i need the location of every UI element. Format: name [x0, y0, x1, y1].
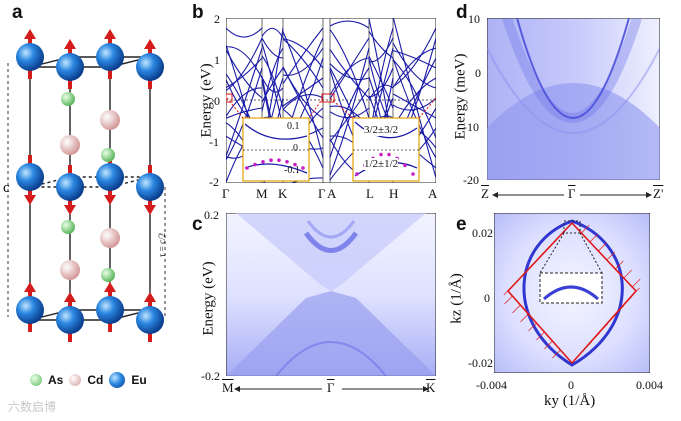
e-ytick-0: 0 [484, 291, 490, 305]
kpoint-h: H [389, 186, 399, 201]
inset-tick-01: 0.1 [287, 121, 300, 132]
e-xtick-m0004: -0.004 [476, 378, 507, 392]
c-ytick-top: 0.2 [204, 208, 219, 222]
panel-b-label: b [192, 2, 204, 23]
legend-cd-icon [69, 374, 82, 386]
c-xaxis-arrows [234, 386, 429, 392]
b-ytick-2: 2 [214, 12, 220, 26]
legend-as-icon [30, 374, 42, 386]
surface-spectrum-d [487, 18, 660, 180]
d-ytick-0: 0 [475, 66, 481, 80]
kpoint-l: L [366, 186, 374, 201]
legend-eu-label: Eu [131, 373, 147, 387]
d-ytick-10: 10 [468, 12, 480, 26]
c-axis-label: c [3, 180, 10, 196]
d-xtick-z: Z [481, 186, 489, 201]
band-structure-plot [226, 18, 436, 183]
b-ytick-m1: -1 [209, 135, 219, 149]
kpoint-gamma-1: Γ [222, 186, 230, 201]
inset-label-12: 1/2±1/2 [364, 158, 399, 170]
inset-label-32: 3/2±3/2 [364, 124, 399, 136]
crystal-structure [7, 29, 166, 342]
kpoint-k: K [278, 186, 288, 201]
c-ytick-bottom: -0.2 [201, 369, 220, 383]
watermark: 六数启博 [8, 400, 57, 414]
c-xtick-m: M [222, 380, 234, 395]
e-ytick-002: 0.02 [472, 226, 493, 240]
e-xtick-0004: 0.004 [636, 378, 663, 392]
kpoint-a-2: A [428, 186, 438, 201]
e-ytick-m002: -0.02 [468, 356, 493, 370]
tau-label: τ = c/2 [157, 232, 168, 258]
inset-tick-0: 0 [293, 143, 298, 154]
b-ytick-0: 0 [214, 94, 220, 108]
panel-e-xlabel: ky (1/Å) [544, 393, 596, 409]
legend-cd-label: Cd [87, 373, 104, 387]
kpoint-gamma-2: Γ [318, 186, 326, 201]
panel-c-label: c [192, 214, 203, 235]
panel-c-ylabel: Energy (eV) [200, 261, 217, 336]
d-ytick-m10: -10 [463, 120, 479, 134]
e-xtick-0: 0 [568, 378, 574, 392]
fermi-surface-e [494, 213, 650, 373]
surface-spectrum-c [226, 213, 436, 376]
b-ytick-1: 1 [214, 53, 220, 67]
b-ytick-m2: -2 [209, 175, 219, 189]
d-xtick-zprime: Z' [653, 186, 664, 201]
atom-legend: As Cd Eu [30, 372, 147, 388]
c-xtick-k: K [426, 380, 436, 395]
panel-a-label: a [12, 2, 23, 23]
legend-as-label: As [48, 373, 64, 387]
legend-eu-icon [109, 372, 126, 388]
c-xtick-gamma: Γ [327, 380, 335, 395]
kpoint-m: M [256, 186, 268, 201]
d-ytick-m20: -20 [463, 173, 479, 187]
inset-tick-m01: -0.1 [284, 165, 300, 176]
kpoint-a-1: A [327, 186, 337, 201]
panel-e-label: e [456, 214, 467, 235]
panel-e-ylabel: kz (1/Å) [448, 273, 465, 324]
panel-d-label: d [456, 2, 468, 23]
d-xaxis-arrows [492, 192, 652, 198]
d-xtick-gamma: Γ [568, 186, 576, 201]
